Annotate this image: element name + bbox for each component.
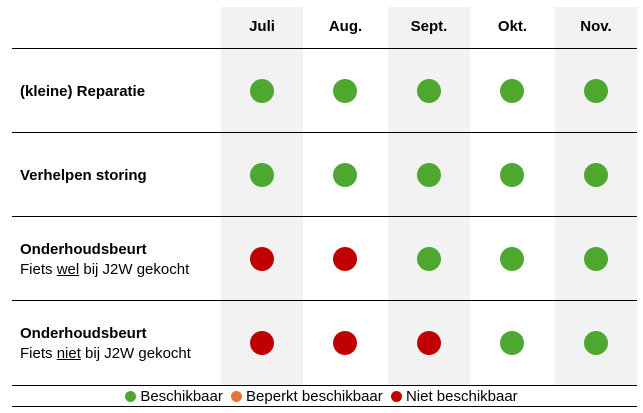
row-label-onderhoudsbeurt-wel: Onderhoudsbeurt Fiets wel bij J2W gekoch… [20, 240, 189, 280]
legend-item-available: Beschikbaar [125, 388, 223, 406]
row-divider-3 [12, 300, 637, 301]
status-dot-available [500, 163, 524, 187]
row-title: Onderhoudsbeurt [20, 325, 147, 342]
status-dot-available [584, 163, 608, 187]
status-dot-available [417, 79, 441, 103]
column-band-sept [388, 7, 470, 386]
emphasis-niet: niet [56, 345, 81, 362]
row-subtitle: Fiets wel bij J2W gekocht [20, 261, 190, 278]
row-label-onderhoudsbeurt-niet: Onderhoudsbeurt Fiets niet bij J2W gekoc… [20, 324, 191, 364]
month-header-juli: Juli [249, 18, 275, 35]
table-bottom-border [12, 385, 637, 386]
status-dot-unavailable [333, 331, 357, 355]
status-dot-available [417, 247, 441, 271]
month-header-okt: Okt. [497, 18, 528, 35]
green-dot-icon [125, 391, 137, 402]
column-band-juli [221, 7, 303, 386]
legend-item-limited: Beperkt beschikbaar [231, 388, 383, 406]
header-divider [12, 48, 637, 49]
status-dot-unavailable [417, 331, 441, 355]
orange-dot-icon [231, 391, 243, 402]
row-label-verhelpen-storing: Verhelpen storing [20, 166, 147, 186]
status-dot-available [333, 163, 357, 187]
status-dot-available [584, 79, 608, 103]
row-divider-1 [12, 132, 637, 133]
status-dot-available [584, 247, 608, 271]
status-dot-available [250, 163, 274, 187]
status-dot-unavailable [250, 331, 274, 355]
red-dot-icon [390, 391, 402, 402]
month-header-sept: Sept. [410, 18, 448, 35]
emphasis-wel: wel [56, 261, 80, 278]
status-dot-available [250, 79, 274, 103]
status-dot-available [500, 79, 524, 103]
row-title: Onderhoudsbeurt [20, 241, 147, 258]
legend: Beschikbaar Beperkt beschikbaar Niet bes… [0, 388, 643, 406]
legend-bottom-border [12, 406, 637, 407]
status-dot-available [417, 163, 441, 187]
status-dot-available [333, 79, 357, 103]
month-header-nov: Nov. [580, 18, 612, 35]
legend-item-unavailable: Niet beschikbaar [390, 388, 518, 406]
row-title: (kleine) Reparatie [20, 83, 146, 100]
row-label-kleine-reparatie: (kleine) Reparatie [20, 82, 145, 102]
status-dot-unavailable [333, 247, 357, 271]
row-divider-2 [12, 216, 637, 217]
status-dot-available [584, 331, 608, 355]
month-header-aug: Aug. [328, 18, 363, 35]
row-subtitle: Fiets niet bij J2W gekocht [20, 345, 191, 362]
status-dot-available [500, 247, 524, 271]
status-dot-available [500, 331, 524, 355]
status-dot-unavailable [250, 247, 274, 271]
column-band-nov [555, 7, 637, 386]
row-title: Verhelpen storing [20, 167, 147, 184]
